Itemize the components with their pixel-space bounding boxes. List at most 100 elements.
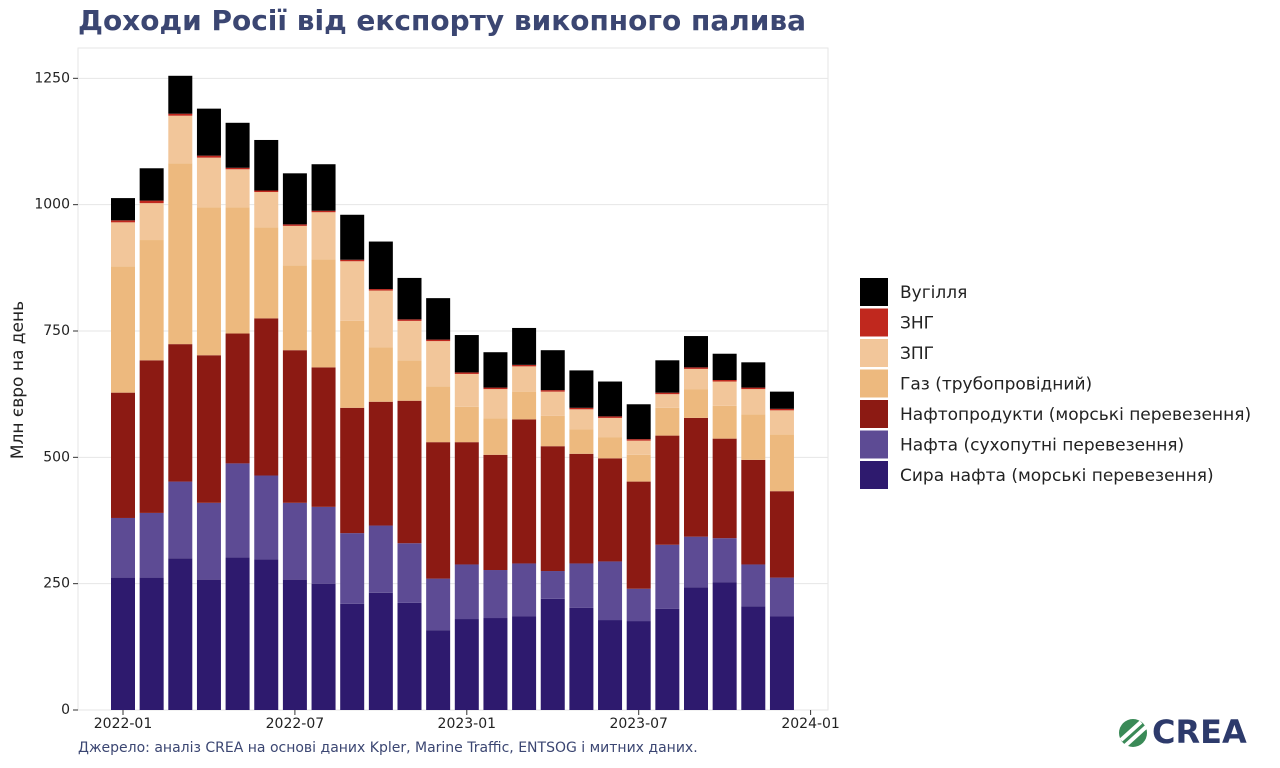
bar-segment [340, 320, 365, 408]
legend-label: Сира нафта (морські перевезення) [900, 466, 1214, 486]
bar-segment [741, 389, 766, 415]
logo-text: CREA [1152, 713, 1247, 751]
bar-segment [254, 227, 279, 319]
legend-label: Нафтопродукти (морські перевезення) [900, 405, 1251, 425]
bar-segment [368, 347, 393, 402]
bar-segment [282, 579, 307, 710]
legend-swatch [860, 339, 888, 367]
y-axis-label: Млн євро на день [8, 301, 28, 459]
bar-segment [139, 240, 164, 361]
bar-segment [397, 320, 422, 361]
bar-segment [598, 416, 623, 418]
bar-segment [512, 364, 537, 367]
bar-segment [655, 394, 680, 408]
bar-segment [282, 173, 307, 225]
bar-segment [397, 319, 422, 321]
bar-segment [426, 578, 451, 631]
bar-segment [540, 446, 565, 572]
bar-segment [512, 327, 537, 365]
bar-segment [712, 405, 737, 439]
bar-segment [684, 368, 708, 390]
legend-label: Вугілля [900, 283, 967, 303]
legend-swatch [860, 400, 888, 428]
bar-segment [168, 344, 193, 482]
bar-segment [111, 517, 135, 578]
logo-icon-stroke [1119, 720, 1148, 748]
bar-segment [225, 167, 250, 170]
bar-segment [626, 440, 651, 455]
bar-segment [655, 544, 680, 609]
bar-segment [769, 434, 794, 492]
bar-segment [626, 481, 651, 589]
bar-segment [598, 437, 623, 459]
bar-segment [254, 190, 279, 193]
legend-swatch [860, 278, 888, 306]
bar-segment [139, 168, 164, 201]
bar-segment [483, 352, 508, 388]
legend-swatch [860, 430, 888, 459]
bar-segment [626, 439, 651, 441]
bar-segment [426, 339, 451, 342]
bar-segment [196, 207, 221, 356]
bar-segment [741, 362, 766, 388]
bar-segment [454, 335, 479, 373]
bar-segment [769, 410, 794, 435]
bar-segment [368, 290, 393, 348]
x-tick-label: 2022-01 [94, 716, 153, 732]
bar-segment [282, 265, 307, 351]
bar-segment [426, 341, 451, 387]
bar-segment [483, 570, 508, 619]
legend-label: ЗПГ [900, 344, 934, 364]
bar-segment [626, 454, 651, 482]
bar-segment [426, 630, 451, 710]
x-tick-label: 2023-01 [438, 716, 497, 732]
bar-segment [598, 417, 623, 438]
y-tick-label: 1000 [34, 197, 70, 213]
bar-segment [684, 587, 708, 710]
bar-segment [111, 266, 135, 393]
bar-segment [368, 525, 393, 593]
bar-segment [569, 429, 594, 454]
bar-segment [225, 207, 250, 334]
legend-swatch [860, 308, 888, 337]
bar-segment [225, 463, 250, 558]
bar-segment [569, 370, 594, 408]
bar-segment [196, 157, 221, 208]
bar-segment [655, 360, 680, 393]
bar-segment [111, 392, 135, 518]
bar-segment [712, 381, 737, 406]
bar-segment [512, 616, 537, 710]
bar-segment [540, 390, 565, 392]
bar-segment [454, 619, 479, 710]
legend-label: ЗНГ [900, 314, 934, 334]
bar-segment [569, 453, 594, 564]
bar-segment [254, 318, 279, 476]
bar-segment [540, 391, 565, 416]
bar-segment [741, 459, 766, 565]
bar-segment [483, 389, 508, 419]
bar-segment [196, 579, 221, 710]
bar-segment [655, 407, 680, 436]
bar-segment [569, 409, 594, 430]
bar-segment [340, 533, 365, 604]
bar-segment [684, 389, 708, 418]
bar-segment [684, 367, 708, 369]
bar-segment [454, 372, 479, 374]
bar-segment [397, 277, 422, 320]
bar-segment [196, 502, 221, 580]
bar-segment [769, 616, 794, 710]
bar-segment [139, 203, 164, 241]
bar-segment [340, 214, 365, 260]
bar-segment [741, 564, 766, 607]
bar-segment [684, 536, 708, 588]
bar-segment [598, 458, 623, 562]
bar-segment [139, 577, 164, 710]
bar-segment [769, 391, 794, 409]
bar-segment [397, 543, 422, 603]
bar-segment [483, 618, 508, 710]
bar-segment [655, 435, 680, 545]
y-tick-label: 0 [61, 702, 70, 718]
legend-swatch [860, 461, 888, 489]
bar-segment [311, 583, 336, 710]
bar-segment [168, 75, 193, 114]
